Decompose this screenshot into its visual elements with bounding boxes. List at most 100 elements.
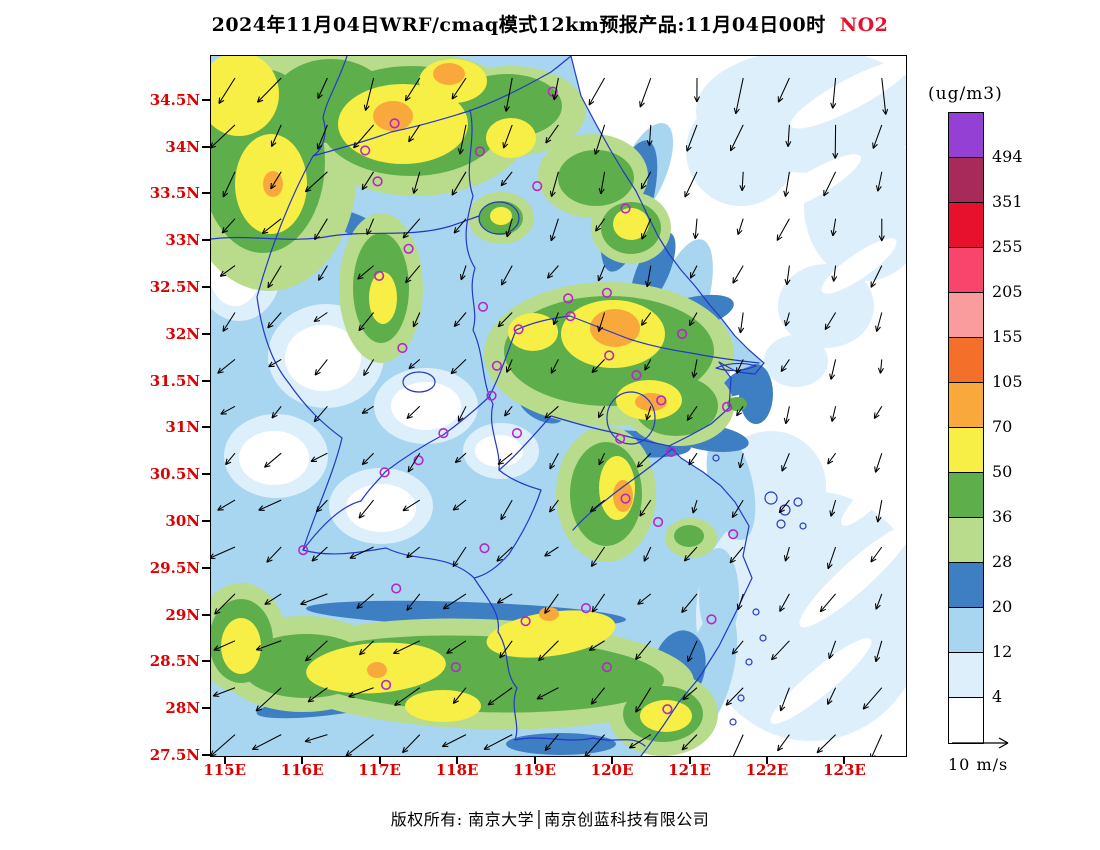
wind-reference-legend: 10 m/s bbox=[948, 734, 1068, 774]
city-marker bbox=[403, 243, 414, 254]
wind-arrow-segment bbox=[451, 191, 458, 196]
city-markers bbox=[298, 86, 739, 715]
wind-arrow-segment bbox=[862, 706, 869, 710]
wind-arrow-segment bbox=[830, 102, 834, 109]
wind-arrow-segment bbox=[211, 546, 236, 559]
wind-arrow-segment bbox=[550, 236, 556, 242]
wind-arrow-segment bbox=[828, 652, 830, 659]
wind-arrow-segment bbox=[214, 611, 221, 615]
wind-arrow-segment bbox=[598, 276, 604, 282]
wind-arrow-segment bbox=[732, 279, 739, 284]
wind-arrow-segment bbox=[725, 702, 732, 706]
wind-arrow-segment bbox=[406, 412, 410, 419]
wind-arrow-segment bbox=[686, 416, 693, 421]
wind-arrow-segment bbox=[345, 734, 374, 756]
qiantang-river bbox=[572, 447, 674, 531]
wind-arrow-segment bbox=[214, 608, 218, 615]
city-marker bbox=[513, 324, 524, 335]
wind-arrow-segment bbox=[598, 326, 604, 333]
wind-arrow-segment bbox=[684, 171, 698, 198]
city-marker bbox=[565, 311, 576, 322]
wind-arrow-segment bbox=[408, 124, 421, 143]
west-border bbox=[256, 155, 343, 551]
wind-arrow-segment bbox=[694, 233, 699, 239]
city-marker bbox=[438, 428, 449, 439]
wind-arrow-segment bbox=[816, 750, 823, 754]
city-marker bbox=[580, 602, 592, 614]
wind-arrow-segment bbox=[353, 145, 360, 149]
wind-arrow-segment bbox=[875, 185, 879, 192]
wind-arrow-segment bbox=[686, 414, 689, 421]
wind-arrow-segment bbox=[635, 687, 652, 713]
wind-arrow-segment bbox=[453, 320, 457, 327]
lat-tick-mark bbox=[202, 145, 210, 148]
wind-arrow-segment bbox=[591, 563, 597, 567]
wind-arrow-segment bbox=[270, 171, 282, 190]
wind-arrow-segment bbox=[496, 597, 502, 604]
wind-arrow-segment bbox=[453, 312, 467, 327]
wind-arrow-segment bbox=[875, 516, 879, 523]
wind-arrow-segment bbox=[264, 461, 268, 468]
wind-arrow-segment bbox=[784, 171, 790, 197]
wind-arrow-segment bbox=[505, 230, 508, 237]
wind-arrow-segment bbox=[345, 754, 353, 756]
lat-tick-label: 33N bbox=[165, 231, 200, 250]
wind-arrow-segment bbox=[549, 234, 552, 241]
wind-arrow-segment bbox=[304, 734, 328, 743]
wind-arrow-segment bbox=[875, 325, 878, 332]
wind-arrow-segment bbox=[222, 312, 236, 332]
wind-arrow-segment bbox=[646, 406, 652, 421]
wind-arrow-segment bbox=[452, 504, 457, 511]
wind-arrow-segment bbox=[311, 546, 328, 562]
wind-arrow-segment bbox=[881, 235, 885, 242]
wind-arrow-segment bbox=[736, 406, 744, 417]
city-marker bbox=[601, 661, 613, 673]
lon-tick-label: 123E bbox=[823, 761, 866, 779]
colorbar-tick-label: 155 bbox=[992, 327, 1023, 346]
south-border bbox=[302, 547, 646, 747]
wind-arrow-segment bbox=[267, 321, 270, 329]
wind-arrow-segment bbox=[735, 108, 740, 115]
colorbar-cell bbox=[949, 473, 983, 518]
wind-arrow-segment bbox=[881, 77, 887, 115]
wind-arrow-segment bbox=[408, 135, 411, 142]
lat-tick-mark bbox=[202, 707, 210, 710]
wind-arrow-segment bbox=[731, 640, 744, 655]
wind-arrow-segment bbox=[261, 218, 282, 234]
wind-arrow-segment bbox=[258, 499, 282, 511]
wind-arrow-segment bbox=[501, 281, 507, 286]
city-marker bbox=[486, 390, 497, 401]
lat-tick-label: 33.5N bbox=[149, 184, 200, 203]
wind-arrow-segment bbox=[641, 322, 647, 326]
wind-arrow-segment bbox=[862, 703, 866, 710]
wind-arrow-segment bbox=[780, 365, 783, 372]
wind-arrow-segment bbox=[442, 603, 447, 610]
lon-tick-label: 117E bbox=[358, 761, 401, 779]
wind-arrow-segment bbox=[780, 367, 787, 372]
wind-arrow-segment bbox=[598, 460, 604, 466]
wind-arrow-segment bbox=[499, 654, 506, 659]
wind-arrow-segment bbox=[635, 640, 652, 660]
wind-arrow-segment bbox=[636, 452, 652, 468]
wind-arrow-segment bbox=[832, 77, 837, 109]
lat-tick-mark bbox=[202, 426, 210, 429]
wind-arrow-segment bbox=[267, 325, 274, 329]
wind-arrow-segment bbox=[256, 640, 282, 651]
wind-arrow-segment bbox=[830, 511, 836, 517]
wind-arrow-segment bbox=[257, 99, 264, 103]
wind-arrow-segment bbox=[358, 324, 361, 331]
wind-arrow-segment bbox=[402, 505, 407, 511]
wind-arrow-segment bbox=[635, 708, 641, 713]
wind-arrow-segment bbox=[362, 412, 369, 414]
wind-arrow-segment bbox=[644, 366, 651, 371]
wind-arrow-segment bbox=[487, 687, 513, 706]
wind-arrow-segment bbox=[460, 265, 467, 281]
wind-arrow-segment bbox=[364, 77, 375, 111]
wind-arrow-segment bbox=[785, 321, 790, 327]
wind-arrow-segment bbox=[830, 359, 837, 380]
wind-arrow-segment bbox=[732, 265, 744, 284]
wind-arrow-segment bbox=[783, 417, 787, 424]
wind-arrow-segment bbox=[361, 408, 366, 414]
wind-arrow-segment bbox=[553, 320, 559, 326]
wind-arrow-segment bbox=[584, 734, 605, 756]
